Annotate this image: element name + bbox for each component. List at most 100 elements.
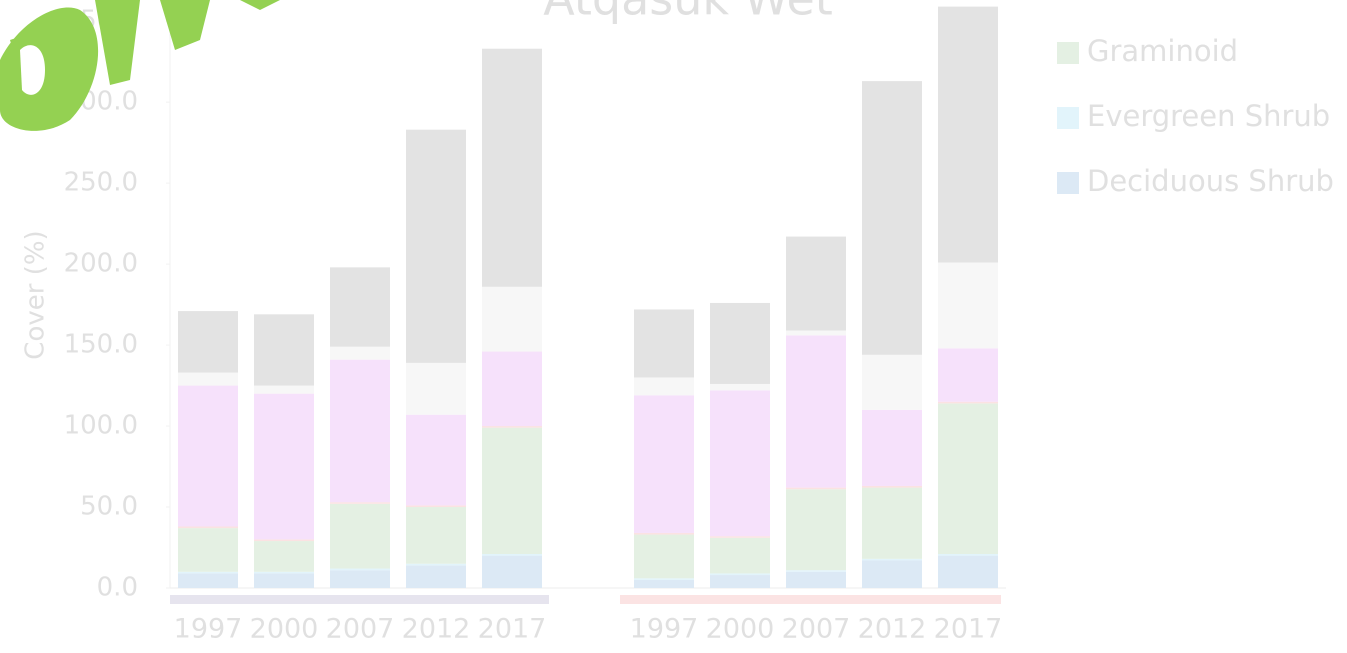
bar-segment xyxy=(938,401,998,404)
legend-label: Forb xyxy=(1087,0,1151,3)
bar-segment xyxy=(710,575,770,588)
bar-segment xyxy=(634,532,694,535)
bar-segment xyxy=(786,489,846,571)
bar-segment xyxy=(330,568,390,571)
bar-segment xyxy=(710,573,770,576)
x-tick-label: 2017 xyxy=(934,614,1003,645)
bar-segment xyxy=(406,414,466,506)
bar-segment xyxy=(634,377,694,396)
bar-segment xyxy=(482,553,542,556)
bar-segment xyxy=(634,395,694,533)
bar-segment xyxy=(938,6,998,263)
bar-segment xyxy=(406,505,466,508)
bar-segment xyxy=(406,563,466,566)
bar-segment xyxy=(786,570,846,572)
bar-segment xyxy=(710,390,770,537)
bar-segment xyxy=(862,81,922,355)
bar-segment xyxy=(254,541,314,572)
bar-segment xyxy=(178,571,238,574)
bar-segment xyxy=(330,502,390,504)
group-bar xyxy=(620,595,1001,604)
legend-swatch xyxy=(1057,107,1079,129)
bar-segment xyxy=(330,267,390,347)
bar-segment xyxy=(786,330,846,336)
bar-segment xyxy=(634,534,694,579)
bar-segment xyxy=(178,526,238,529)
bar-segment xyxy=(862,409,922,486)
bar-segment xyxy=(330,346,390,360)
bar-segment xyxy=(482,427,542,554)
legend-label: Graminoid xyxy=(1087,34,1238,68)
legend-swatch xyxy=(1057,172,1079,194)
bar-segment xyxy=(938,403,998,554)
bar-segment xyxy=(330,503,390,569)
x-tick-label: 1997 xyxy=(630,614,699,645)
x-tick-label: 1997 xyxy=(174,614,243,645)
y-tick-label: 150.0 xyxy=(64,330,138,360)
bar-segment xyxy=(710,536,770,538)
bar-segment xyxy=(406,565,466,588)
bar-segment xyxy=(406,129,466,363)
bar-segment xyxy=(178,372,238,386)
x-tick-label: 2007 xyxy=(782,614,851,645)
y-tick-label: 0.0 xyxy=(97,573,138,603)
bar-segment xyxy=(254,571,314,574)
bar-segment xyxy=(786,571,846,588)
bar-segment xyxy=(786,236,846,331)
bar-segment xyxy=(862,487,922,559)
group-bar xyxy=(170,595,549,604)
bar-segment xyxy=(634,578,694,580)
bar-segment xyxy=(254,385,314,394)
bar-segment xyxy=(254,539,314,542)
bar-segment xyxy=(482,48,542,287)
bar-segment xyxy=(482,286,542,352)
bar-segment xyxy=(330,570,390,588)
legend-label: Deciduous Shrub xyxy=(1087,164,1334,198)
legend-label: Evergreen Shrub xyxy=(1087,99,1330,133)
logo-overlay xyxy=(20,45,45,95)
y-tick-label: 250.0 xyxy=(64,168,138,198)
bar-segment xyxy=(786,335,846,488)
x-tick-label: 2017 xyxy=(478,614,547,645)
bar-segment xyxy=(406,362,466,415)
bar-segment xyxy=(634,309,694,378)
bar-segment xyxy=(482,351,542,427)
y-axis-label: Cover (%) xyxy=(21,230,51,359)
bar-segment xyxy=(482,426,542,428)
bar-segment xyxy=(178,311,238,373)
chart-title: Atqasuk Wet xyxy=(543,0,833,26)
bar-segment xyxy=(254,573,314,588)
x-tick-label: 2007 xyxy=(326,614,395,645)
y-tick-label: 50.0 xyxy=(80,492,138,522)
bar-segment xyxy=(938,348,998,402)
bar-segment xyxy=(786,487,846,490)
bar-segment xyxy=(482,555,542,588)
bar-segment xyxy=(710,302,770,384)
bar-segment xyxy=(634,579,694,588)
bar-segment xyxy=(330,359,390,503)
x-tick-label: 2012 xyxy=(858,614,927,645)
bar-segment xyxy=(862,560,922,588)
bar-segment xyxy=(862,354,922,410)
bar-segment xyxy=(254,393,314,540)
bar-segment xyxy=(178,573,238,588)
logo-overlay xyxy=(95,0,280,85)
y-tick-label: 200.0 xyxy=(64,249,138,279)
bar-segment xyxy=(178,528,238,572)
bar-segment xyxy=(938,262,998,349)
bar-segment xyxy=(938,553,998,556)
bar-segment xyxy=(710,537,770,574)
bar-segment xyxy=(254,314,314,386)
y-tick-label: 100.0 xyxy=(64,411,138,441)
bar-segment xyxy=(862,558,922,561)
logo-overlay xyxy=(0,7,99,131)
x-tick-label: 2000 xyxy=(706,614,775,645)
x-tick-label: 2012 xyxy=(402,614,471,645)
bar-segment xyxy=(406,507,466,564)
bar-segment xyxy=(178,385,238,527)
bar-segment xyxy=(710,383,770,391)
bar-segment xyxy=(938,555,998,588)
bar-segment xyxy=(862,485,922,488)
x-tick-label: 2000 xyxy=(250,614,319,645)
